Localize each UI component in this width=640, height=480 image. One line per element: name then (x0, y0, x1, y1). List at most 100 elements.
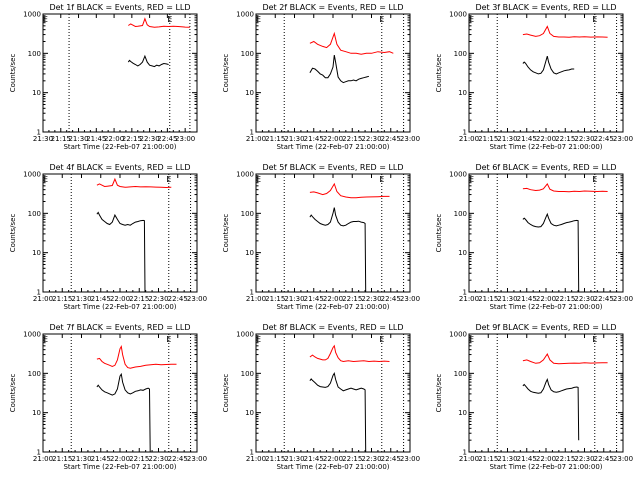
x-axis-label: Start Time (22-Feb-07 21:00:00) (489, 303, 602, 311)
lld-series-line (309, 31, 394, 55)
x-tick-label: 22:30 (574, 455, 594, 463)
y-tick-label: 10 (458, 89, 467, 97)
x-tick-label: 21:00 (459, 455, 479, 463)
y-tick-label: 10 (32, 89, 41, 97)
panel-title: Det 1f BLACK = Events, RED = LLD (49, 3, 190, 12)
x-tick-label: 22:00 (323, 135, 343, 143)
x-tick-label: 21:15 (52, 455, 72, 463)
x-tick-label: 22:30 (140, 135, 160, 143)
x-tick-label: 23:00 (400, 135, 420, 143)
plot-data (522, 25, 608, 75)
y-tick-label: 10 (458, 249, 467, 257)
x-tick-label: 21:45 (304, 455, 324, 463)
x-tick-label: 22:45 (381, 455, 401, 463)
x-tick-label: 22:15 (555, 135, 575, 143)
x-tick-label: 21:30 (497, 455, 517, 463)
panel-title: Det 5f BLACK = Events, RED = LLD (262, 163, 403, 172)
event-marker-label: E (379, 335, 384, 344)
x-tick-label: 22:00 (536, 135, 556, 143)
x-tick-label: 22:45 (157, 135, 177, 143)
y-axis-label: Counts/sec (9, 54, 17, 93)
x-tick-label: 21:15 (265, 455, 285, 463)
y-tick-label: 10 (32, 409, 41, 417)
x-tick-label: 23:00 (400, 455, 420, 463)
event-marker-label: E (379, 175, 384, 184)
x-tick-label: 22:15 (129, 455, 149, 463)
lld-series-line (522, 352, 608, 365)
events-series-line (522, 55, 575, 75)
x-tick-label: 23:00 (187, 455, 207, 463)
events-series-line (309, 371, 367, 452)
panel-title: Det 4f BLACK = Events, RED = LLD (49, 163, 190, 172)
x-tick-label: 22:00 (110, 455, 130, 463)
x-tick-label: 23:00 (400, 295, 420, 303)
panel-title: Det 6f BLACK = Events, RED = LLD (475, 163, 616, 172)
x-tick-label: 21:00 (459, 295, 479, 303)
panel-det-3: Det 3f BLACK = Events, RED = LLD 21:00 21:… (435, 3, 633, 151)
lld-series-line (96, 345, 177, 369)
x-tick-label: 22:15 (342, 455, 362, 463)
x-tick-label: 21:00 (246, 295, 266, 303)
events-series-line (96, 211, 146, 292)
x-tick-label: 21:45 (517, 455, 537, 463)
x-tick-label: 21:15 (52, 295, 72, 303)
event-marker-label: E (256, 15, 261, 24)
event-marker-label: E (43, 15, 48, 24)
x-tick-label: 21:30 (33, 135, 53, 143)
y-tick-label: 1 (463, 129, 467, 137)
x-tick-label: 21:30 (71, 295, 91, 303)
x-tick-label: 22:45 (594, 455, 614, 463)
x-tick-label: 21:15 (51, 135, 71, 143)
y-tick-label: 1 (250, 129, 254, 137)
y-tick-label: 100 (454, 50, 467, 58)
event-marker-label: E (379, 15, 384, 24)
y-axis-label: Counts/sec (222, 54, 230, 93)
events-series-line (522, 377, 580, 441)
panel-det-5: Det 5f BLACK = Events, RED = LLD 21:00 21:… (222, 163, 420, 311)
y-tick-label: 100 (28, 370, 41, 378)
x-tick-label: 22:45 (168, 295, 188, 303)
y-tick-label: 1000 (449, 171, 467, 179)
panel-title: Det 3f BLACK = Events, RED = LLD (475, 3, 616, 12)
y-tick-label: 10 (32, 249, 41, 257)
x-tick-label: 22:00 (323, 295, 343, 303)
x-tick-label: 21:45 (91, 455, 111, 463)
y-tick-label: 10 (245, 409, 254, 417)
x-tick-label: 22:15 (555, 295, 575, 303)
panel-title: Det 8f BLACK = Events, RED = LLD (262, 323, 403, 332)
x-tick-label: 22:30 (574, 135, 594, 143)
x-tick-label: 22:00 (110, 295, 130, 303)
y-tick-label: 1 (463, 449, 467, 457)
x-tick-label: 22:00 (323, 455, 343, 463)
x-tick-label: 22:00 (104, 135, 124, 143)
x-tick-label: 22:30 (361, 135, 381, 143)
y-tick-label: 100 (454, 210, 467, 218)
x-tick-label: 22:45 (381, 135, 401, 143)
x-tick-label: 21:45 (304, 295, 324, 303)
x-tick-label: 22:30 (148, 295, 168, 303)
x-tick-label: 21:30 (284, 295, 304, 303)
panel-title: Det 7f BLACK = Events, RED = LLD (49, 323, 190, 332)
x-tick-label: 23:00 (613, 455, 633, 463)
x-axis-label: Start Time (22-Feb-07 21:00:00) (276, 303, 389, 311)
x-tick-label: 21:00 (33, 295, 53, 303)
y-axis-label: Counts/sec (435, 374, 443, 413)
y-tick-label: 1000 (236, 171, 254, 179)
y-tick-label: 100 (241, 50, 254, 58)
y-tick-label: 10 (458, 409, 467, 417)
plot-data (96, 177, 172, 292)
x-tick-label: 21:15 (478, 455, 498, 463)
x-tick-label: 21:15 (478, 135, 498, 143)
y-axis-label: Counts/sec (435, 214, 443, 253)
events-series-line (127, 54, 169, 68)
events-series-line (309, 55, 370, 84)
x-tick-label: 22:30 (148, 455, 168, 463)
y-tick-label: 1 (250, 289, 254, 297)
events-series-line (96, 372, 151, 452)
event-marker-label: E (43, 175, 48, 184)
x-tick-label: 21:00 (459, 135, 479, 143)
